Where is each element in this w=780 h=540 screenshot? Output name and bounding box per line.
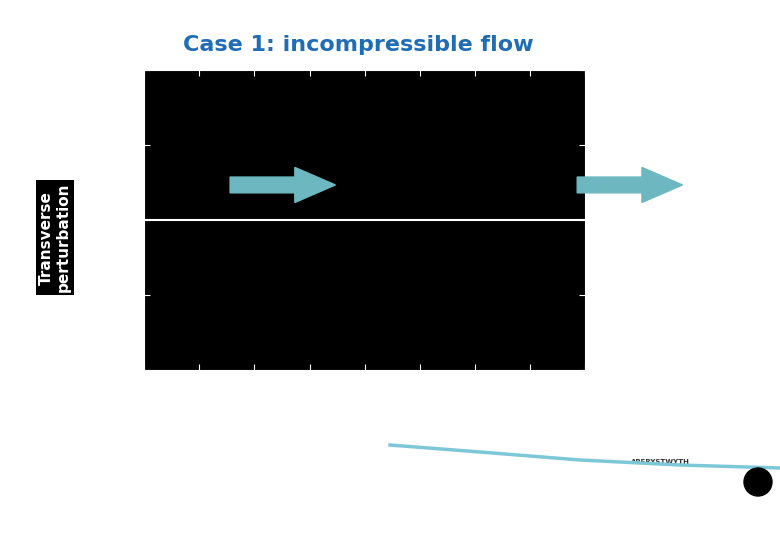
Text: Transverse
perturbation: Transverse perturbation — [38, 183, 71, 292]
Text: Case 1: incompressible flow: Case 1: incompressible flow — [183, 35, 534, 55]
X-axis label: Distance: Distance — [340, 389, 389, 399]
Circle shape — [744, 468, 772, 496]
Title: t=0.00500: t=0.00500 — [335, 58, 395, 68]
Text: ABERYSTWYTH: ABERYSTWYTH — [630, 459, 690, 465]
